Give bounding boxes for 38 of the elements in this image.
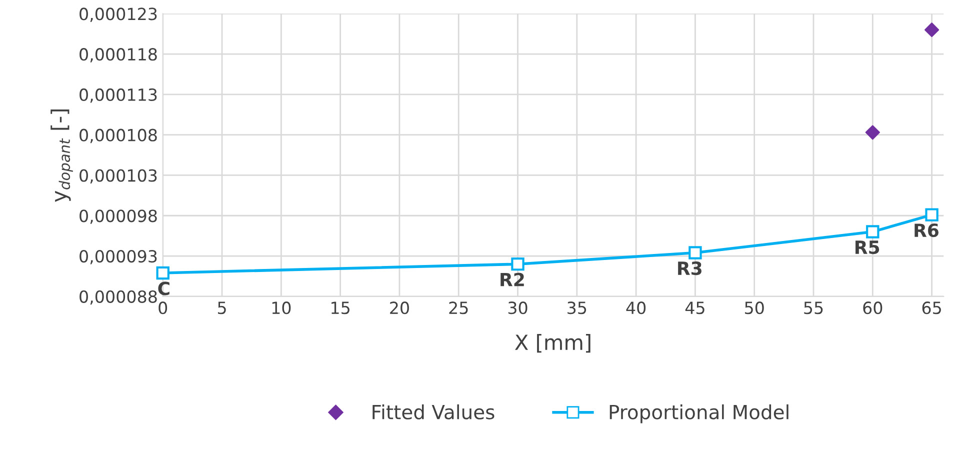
legend-label: Fitted Values bbox=[372, 404, 494, 420]
y-tick-label: 0,000093 bbox=[80, 250, 157, 264]
y-tick-label: 0,000118 bbox=[80, 48, 157, 62]
x-tick-label: 55 bbox=[804, 302, 823, 314]
point bbox=[924, 22, 940, 38]
x-tick-label: 45 bbox=[685, 302, 704, 314]
x-tick-label: 50 bbox=[745, 302, 764, 314]
y-tick-label: 0,000108 bbox=[80, 128, 157, 144]
point bbox=[925, 208, 938, 222]
x-tick-label: 15 bbox=[332, 302, 350, 314]
y-tick-label: 0,000098 bbox=[80, 210, 157, 224]
x-tick-label: 0 bbox=[158, 302, 168, 314]
y-tick-label: 0,000088 bbox=[80, 290, 157, 305]
y-axis-title: y$_{dopant}$ [-] bbox=[50, 110, 73, 202]
annotation: R2 bbox=[500, 272, 524, 286]
x-tick-label: 40 bbox=[626, 302, 646, 314]
annotation: C bbox=[158, 282, 170, 296]
x-tick-label: 65 bbox=[922, 302, 941, 314]
point bbox=[688, 246, 702, 260]
point bbox=[866, 225, 880, 238]
point bbox=[511, 257, 524, 271]
y-tick-label: 0,000113 bbox=[80, 88, 157, 103]
annotation: R6 bbox=[914, 223, 939, 238]
x-tick-label: 60 bbox=[863, 302, 882, 314]
annotation: R5 bbox=[856, 240, 880, 254]
point bbox=[156, 266, 170, 280]
annotation: R3 bbox=[678, 261, 702, 276]
x-tick-label: 20 bbox=[390, 302, 409, 314]
x-tick-label: 5 bbox=[218, 302, 226, 314]
y-tick-label: 0,000123 bbox=[80, 8, 157, 22]
x-tick-label: 30 bbox=[508, 302, 528, 314]
x-tick-label: 10 bbox=[272, 302, 291, 314]
legend-label: Proportional Model bbox=[610, 404, 788, 424]
y-tick-label: 0,000103 bbox=[80, 169, 157, 184]
x-axis-title: X [mm] bbox=[515, 334, 590, 353]
point bbox=[865, 125, 880, 140]
x-tick-label: 25 bbox=[449, 302, 468, 314]
x-tick-label: 35 bbox=[568, 302, 586, 314]
